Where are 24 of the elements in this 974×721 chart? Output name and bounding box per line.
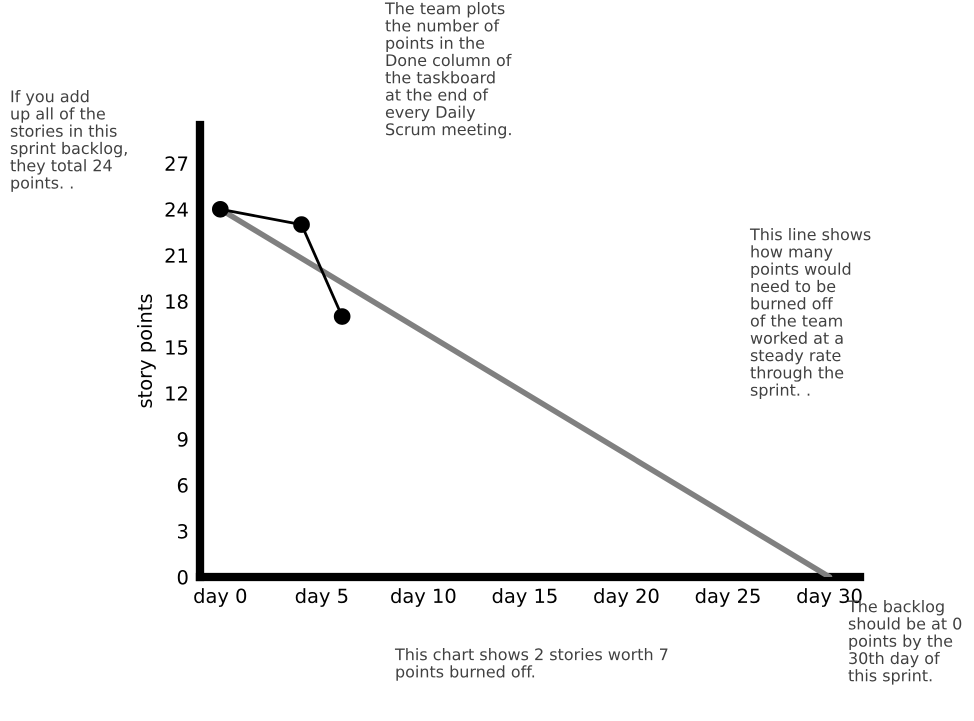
text: If you add up all of the stories in this sprint backlog, they total 24 points. . (10, 90, 127, 192)
y-tick-label: 18 (166, 294, 188, 309)
text: This line shows how many points would need to be burned off of the team worked at a steady rate through the sprint. . (750, 228, 870, 399)
y-tick-label: 9 (178, 432, 188, 447)
x-tick-label: day 20 (594, 588, 659, 607)
annotation: The team plots the number of points in the Done column of the taskboard at the end of every Daily Scrum meeting. (384, 2, 512, 138)
y-tick-label: 3 (178, 524, 188, 539)
point (212, 200, 229, 218)
point (293, 216, 310, 233)
y-tick-label: 15 (166, 340, 188, 355)
text: This chart shows 2 stories worth 7 points burned off. (394, 648, 668, 681)
y-tick-label: 27 (166, 156, 188, 171)
x-tick-label: day 10 (391, 588, 456, 607)
x-tick-label: day 15 (492, 588, 557, 607)
x-tick-label: day 25 (696, 588, 760, 607)
x-tick-label: day 0 (194, 588, 246, 607)
x-tick-label: day 5 (296, 588, 348, 607)
y-tick-label: 24 (166, 202, 188, 217)
y-tick-label: 21 (166, 248, 188, 263)
y-tick-label: 12 (166, 386, 187, 401)
y-tick-label: 6 (178, 478, 188, 493)
y-axis-title: story points (136, 294, 156, 408)
y-tick-label: 0 (178, 570, 188, 585)
point (334, 308, 350, 325)
